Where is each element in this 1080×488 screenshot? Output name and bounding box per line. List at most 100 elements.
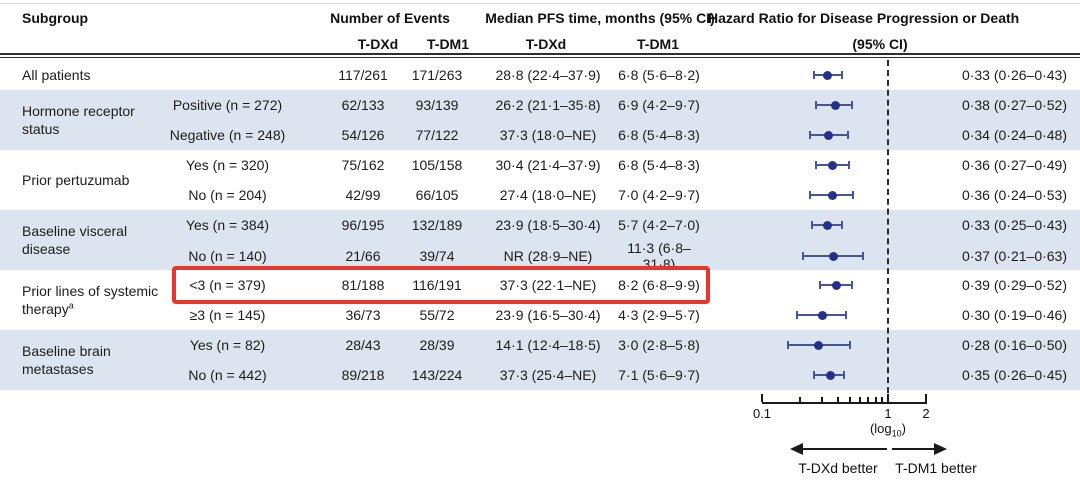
forest-point [817,310,827,320]
hr-cell: 0·33 (0·26–0·43) [961,67,1067,83]
hr-cell: 0·33 (0·25–0·43) [961,217,1067,233]
subgroup-band: All patients 117/261 171/263 28·8 (22·4–37·… [0,60,1080,90]
subgroup-group-label: Baseline brain metastases [0,330,160,390]
forest-point [822,70,832,80]
pfs-tdxd-cell: 23·9 (16·5–30·4) [495,307,601,323]
forest-ci-cap-right [840,71,843,79]
subgroup-band: Baseline brain metastases Yes (n = 82) 28/… [0,330,1080,390]
table-row: Negative (n = 248) 54/126 77/122 37·3 (18·0… [0,120,1080,150]
hr-cell: 0·36 (0·27–0·49) [961,157,1067,173]
forest-ci-cap-right [840,221,843,229]
events-tdm1-cell: 105/158 [411,157,463,173]
events-tdxd-cell: 117/261 [338,67,388,83]
forest-point [830,100,840,110]
forest-cell [708,210,940,240]
events-tdxd-cell: 54/126 [341,127,385,143]
axis-tick-0-1: 0.1 [752,406,772,421]
pfs-tdm1-cell: 7·0 (4·2–9·7) [618,187,700,203]
events-tdxd-cell: 21/66 [345,248,381,264]
hr-cell: 0·36 (0·24–0·53) [961,187,1067,203]
pfs-tdxd-cell: 23·9 (18·5–30·4) [495,217,601,233]
left-arrow-line [803,448,887,450]
axis-minor-tick [859,397,862,402]
top-divider [0,3,1080,4]
header-pfs-tdm1: T-DM1 [637,36,679,52]
axis-minor-tick [798,397,801,402]
hr-cell: 0·39 (0·29–0·52) [961,277,1067,293]
subgroup-group-label-text: Prior pertuzumab [22,171,130,188]
forest-ci-cap-left [819,281,822,289]
level-cell: Positive (n = 272) [172,97,283,113]
header-number-of-events: Number of Events [330,10,450,26]
pfs-tdxd-cell: 37·3 (25·4–NE) [499,367,597,383]
events-tdm1-cell: 143/224 [411,367,463,383]
forest-cell [708,120,940,150]
pfs-tdm1-cell: 11·3 (6·8–31·8) [627,240,691,272]
pfs-tdxd-cell: 28·8 (22·4–37·9) [495,67,601,83]
forest-ci-cap-left [815,161,818,169]
header-events-tdxd: T-DXd [357,36,399,52]
table-row: Positive (n = 272) 62/133 93/139 26·2 (21·1… [0,90,1080,120]
forest-ci-cap-left [811,221,814,229]
pfs-tdm1-cell: 4·3 (2·9–5·7) [618,307,700,323]
log-label-sub: 10 [891,428,902,439]
reference-line-hr1 [887,60,889,403]
forest-ci-cap-right [852,191,855,199]
subgroup-group-label-text: All patients [22,66,91,83]
subgroup-group-label: Prior pertuzumab [0,150,160,210]
forest-cell [708,270,940,300]
subgroup-band: Prior pertuzumab Yes (n = 320) 75/162 105/1… [0,150,1080,210]
events-tdxd-cell: 75/162 [341,157,385,173]
forest-ci-cap-right [846,131,849,139]
pfs-tdxd-cell: 37·3 (18·0–NE) [499,127,597,143]
header-events-tdm1: T-DM1 [427,36,469,52]
table-row: No (n = 204) 42/99 66/105 27·4 (18·0–NE) 7·0… [0,180,1080,210]
pfs-tdxd-cell: 26·2 (21·1–35·8) [495,97,601,113]
pfs-tdxd-cell: 30·4 (21·4–37·9) [495,157,601,173]
forest-ci-cap-left [808,191,811,199]
pfs-tdxd-cell: 27·4 (18·0–NE) [499,187,597,203]
table-row: No (n = 442) 89/218 143/224 37·3 (25·4–NE) 7… [0,360,1080,390]
events-tdxd-cell: 36/73 [345,307,381,323]
level-cell: Yes (n = 320) [185,157,270,173]
hr-cell: 0·37 (0·21–0·63) [961,248,1067,264]
forest-point [824,130,834,140]
subgroup-group-label-text: Baseline brain metastases [22,342,111,377]
table-row: <3 (n = 379) 81/188 116/191 37·3 (22·1–NE) 8… [0,270,1080,300]
forest-cell [708,180,940,210]
level-cell: ≥3 (n = 145) [189,307,266,323]
forest-ci-cap-left [786,341,789,349]
level-cell: <3 (n = 379) [189,277,266,293]
pfs-tdm1-cell: 5·7 (4·2–7·0) [618,217,700,233]
forest-ci-cap-left [813,371,816,379]
axis-minor-tick [849,397,852,402]
subgroup-group-label: Prior lines of systemic therapya [0,270,160,330]
table-row: 117/261 171/263 28·8 (22·4–37·9) 6·8 (5·6–8… [0,60,1080,90]
table-row: Yes (n = 82) 28/43 28/39 14·1 (12·4–18·5) 3·… [0,330,1080,360]
level-cell: No (n = 442) [188,367,267,383]
log-label-pre: (log [869,421,892,436]
right-arrow-line [892,448,934,450]
forest-point [813,340,823,350]
forest-cell [708,150,940,180]
forest-ci-cap-right [849,341,852,349]
axis-tick-1: 1 [884,406,892,421]
subgroup-table: All patients 117/261 171/263 28·8 (22·4–37·… [0,60,1080,390]
axis-minor-tick [836,397,839,402]
pfs-tdxd-cell: 37·3 (22·1–NE) [499,277,597,293]
pfs-tdxd-cell: NR (28·9–NE) [503,248,593,264]
level-cell: No (n = 140) [188,248,267,264]
forest-ci-cap-left [801,252,804,260]
events-tdxd-cell: 89/218 [341,367,385,383]
footnote-marker: a [68,300,74,311]
events-tdm1-cell: 116/191 [412,277,462,293]
level-cell: Yes (n = 82) [189,337,266,353]
forest-ci-cap-right [844,311,847,319]
axis-major-tick [887,394,889,402]
subgroup-group-label-text: Prior lines of systemic therapya [22,282,159,317]
level-cell: Yes (n = 384) [185,217,270,233]
subgroup-group-label: All patients [0,60,160,90]
hr-cell: 0·34 (0·24–0·48) [961,127,1067,143]
events-tdxd-cell: 96/195 [341,217,385,233]
